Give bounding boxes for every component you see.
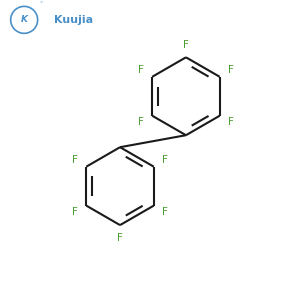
Text: K: K [21, 15, 28, 24]
Text: F: F [73, 207, 78, 217]
Text: F: F [162, 207, 168, 217]
Text: F: F [228, 65, 233, 76]
Text: F: F [228, 117, 233, 127]
Text: F: F [138, 117, 144, 127]
Text: °: ° [39, 2, 42, 6]
Text: F: F [117, 233, 123, 243]
Text: F: F [162, 155, 168, 165]
Text: F: F [183, 40, 189, 50]
Text: F: F [73, 155, 78, 165]
Text: F: F [138, 65, 144, 76]
Text: Kuujia: Kuujia [54, 15, 93, 25]
